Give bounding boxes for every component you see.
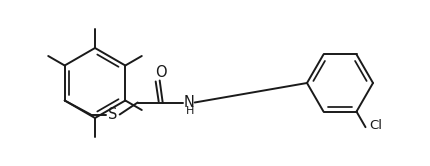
Text: N: N xyxy=(183,95,194,110)
Text: O: O xyxy=(155,65,166,80)
Text: H: H xyxy=(185,107,194,117)
Text: S: S xyxy=(108,107,117,122)
Text: Cl: Cl xyxy=(369,119,382,132)
